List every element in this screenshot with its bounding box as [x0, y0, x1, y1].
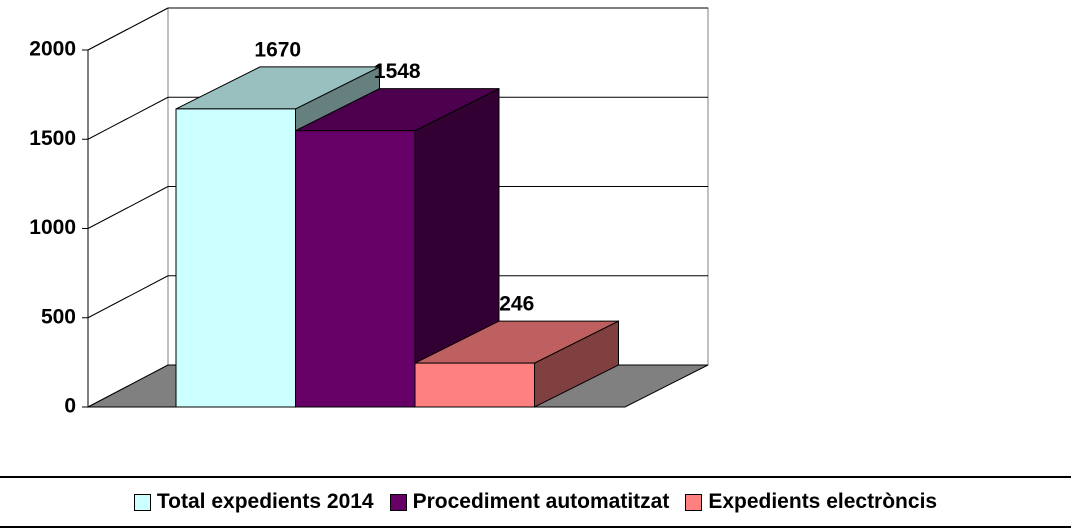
- grid-line: [87, 7, 169, 51]
- legend-swatch: [133, 493, 151, 511]
- grid-line: [87, 186, 169, 229]
- y-tick-label: 500: [41, 305, 76, 328]
- y-tick-label: 0: [64, 395, 76, 418]
- y-tick-label: 1500: [29, 127, 76, 150]
- grid-line: [87, 275, 169, 319]
- data-label: 1548: [374, 60, 421, 83]
- y-tick-label: 2000: [29, 38, 76, 61]
- data-label: 1670: [254, 38, 301, 61]
- legend-item: Procediment automatitzat: [389, 490, 670, 514]
- data-label: 246: [499, 293, 534, 316]
- bar: [414, 362, 535, 408]
- y-tick-label: 1000: [29, 216, 76, 239]
- grid-line: [87, 96, 169, 140]
- legend-item: Expedients electròncis: [685, 490, 937, 514]
- legend-label: Total expedients 2014: [156, 490, 374, 513]
- bar: [175, 108, 296, 408]
- legend-swatch: [685, 493, 703, 511]
- legend-swatch: [389, 493, 407, 511]
- bar: [295, 130, 416, 408]
- legend-label: Procediment automatitzat: [412, 490, 670, 513]
- legend-label: Expedients electròncis: [708, 490, 938, 513]
- legend-item: Total expedients 2014: [133, 490, 374, 514]
- legend: Total expedients 2014 Procediment automat…: [0, 476, 1071, 528]
- chart: 0 500 1000 1500 2000 1670 1548 246: [29, 7, 709, 418]
